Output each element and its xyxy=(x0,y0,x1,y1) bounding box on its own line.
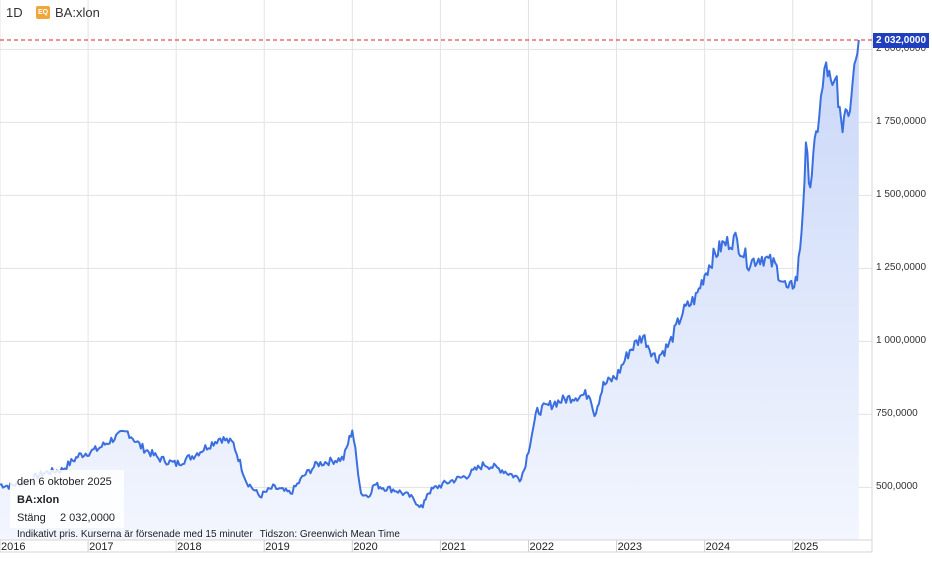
crosshair-info-box: den 6 oktober 2025 BA:xlon Stäng 2 032,0… xyxy=(10,470,124,528)
info-date: den 6 oktober 2025 xyxy=(17,476,112,488)
info-close-label: Stäng xyxy=(17,512,46,524)
x-tick-label: 2016 xyxy=(1,541,26,553)
equity-badge-icon: EQ xyxy=(36,6,50,19)
chart-footer: Indikativt pris. Kurserna är försenade m… xyxy=(17,529,400,540)
y-tick-label: 1 500,0000 xyxy=(876,189,927,201)
chart-area-layer xyxy=(0,39,860,540)
info-symbol: BA:xlon xyxy=(17,494,60,506)
chart-axis-layer xyxy=(0,0,873,553)
x-tick-label: 2023 xyxy=(617,541,643,553)
x-tick-label: 2017 xyxy=(89,541,114,553)
timezone-notice: Tidszon: Greenwich Mean Time xyxy=(259,529,400,540)
last-price-tag: 2 032,0000 xyxy=(873,33,930,49)
x-tick-label: 2019 xyxy=(265,541,290,553)
interval-label[interactable]: 1D xyxy=(6,5,23,20)
x-tick-label: 2022 xyxy=(529,541,554,553)
y-tick-label: 2 000,0000 xyxy=(876,43,927,55)
x-tick-label: 2021 xyxy=(441,541,466,553)
price-area-fill xyxy=(0,40,859,540)
y-tick-label: 500,0000 xyxy=(876,481,918,493)
x-tick-label: 2025 xyxy=(793,541,819,553)
x-tick-label: 2018 xyxy=(177,541,202,553)
x-tick-label: 2024 xyxy=(705,541,731,553)
delay-notice: Indikativt pris. Kurserna är försenade m… xyxy=(17,529,253,540)
info-close-value: 2 032,0000 xyxy=(60,512,116,524)
price-line xyxy=(0,39,860,509)
y-tick-label: 1 250,0000 xyxy=(876,262,927,274)
symbol-label[interactable]: BA:xlon xyxy=(55,5,100,20)
y-tick-label: 750,0000 xyxy=(876,408,918,420)
y-tick-label: 1 750,0000 xyxy=(876,116,927,128)
y-tick-label: 1 000,0000 xyxy=(876,335,927,347)
x-tick-label: 2020 xyxy=(353,541,378,553)
